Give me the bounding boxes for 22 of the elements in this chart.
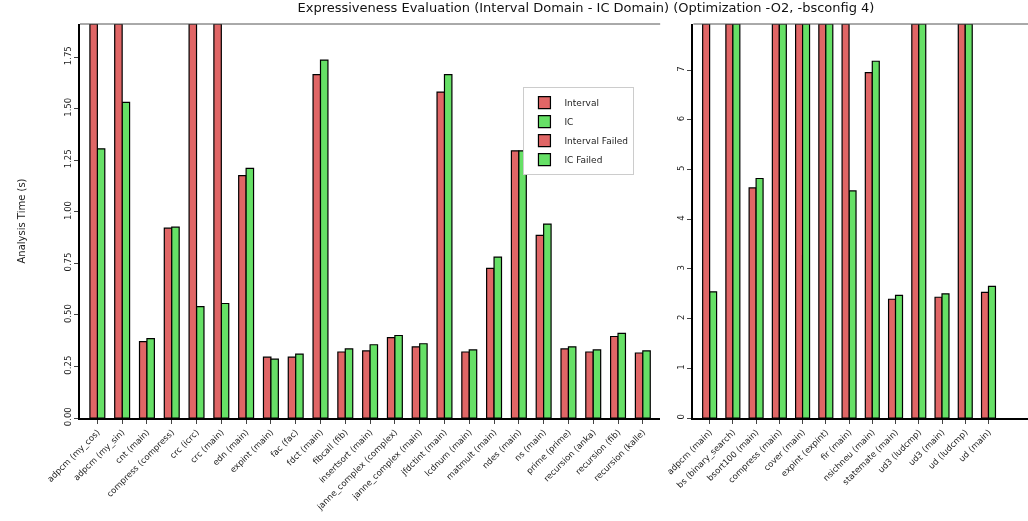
y-axis-title: Analysis Time (s)	[16, 178, 28, 264]
legend-label: IC	[564, 117, 574, 128]
chart-title: Expressiveness Evaluation (Interval Domain - IC Domain) (Optimization -O2, -bsconfig 4)	[297, 0, 875, 15]
legend-label: Interval	[564, 98, 599, 109]
y-tick-label: 1	[675, 364, 686, 370]
y-tick-label: 0	[675, 414, 686, 420]
y-tick-label: 6	[675, 115, 686, 122]
y-tick-label: 1.50	[62, 97, 73, 117]
legend-label: Interval Failed	[564, 136, 628, 147]
y-tick-label: 0.25	[62, 355, 73, 375]
y-tick-label: 1.75	[62, 46, 73, 66]
y-tick-label: 7	[675, 66, 686, 72]
y-tick-label: 4	[675, 215, 686, 221]
y-tick-label: 0.75	[62, 252, 73, 272]
y-tick-label: 2	[675, 314, 686, 321]
y-tick-label: 1.00	[62, 200, 73, 220]
y-tick-label: 3	[675, 264, 686, 271]
y-tick-label: 0.00	[62, 407, 73, 427]
y-tick-label: 5	[675, 165, 686, 172]
legend-label: IC Failed	[564, 155, 603, 166]
y-tick-label: 1.25	[62, 149, 73, 169]
y-tick-label: 0.50	[62, 304, 73, 324]
